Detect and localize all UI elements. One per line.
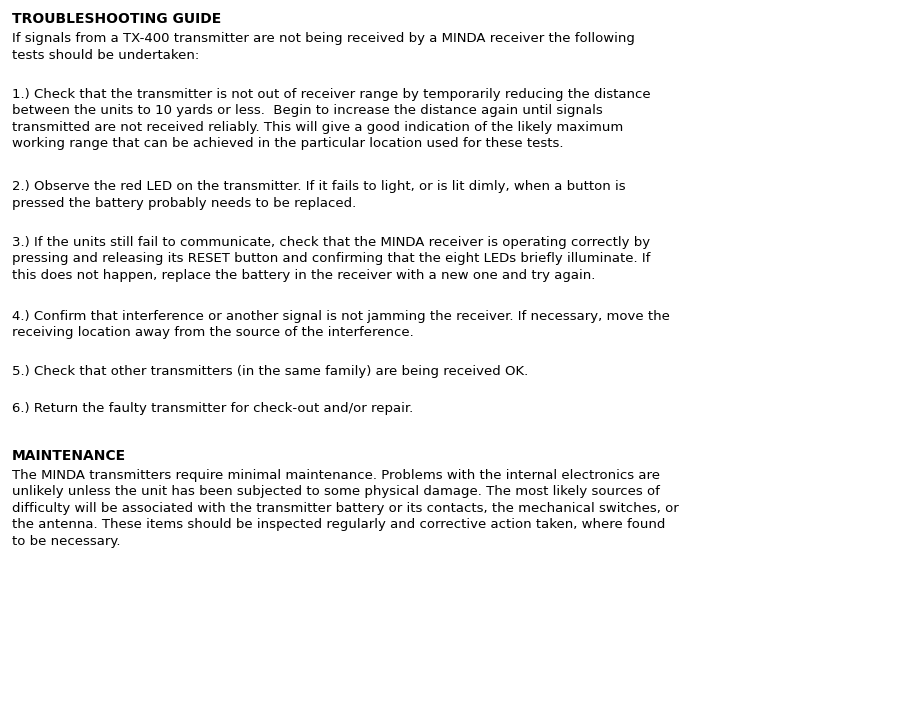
Text: MAINTENANCE: MAINTENANCE — [12, 448, 126, 463]
Text: 3.) If the units still fail to communicate, check that the MINDA receiver is ope: 3.) If the units still fail to communica… — [12, 236, 650, 282]
Text: 6.) Return the faulty transmitter for check-out and/or repair.: 6.) Return the faulty transmitter for ch… — [12, 403, 414, 415]
Text: 5.) Check that other transmitters (in the same family) are being received OK.: 5.) Check that other transmitters (in th… — [12, 365, 528, 378]
Text: If signals from a TX-400 transmitter are not being received by a MINDA receiver : If signals from a TX-400 transmitter are… — [12, 32, 635, 62]
Text: The MINDA transmitters require minimal maintenance. Problems with the internal e: The MINDA transmitters require minimal m… — [12, 469, 679, 548]
Text: 4.) Confirm that interference or another signal is not jamming the receiver. If : 4.) Confirm that interference or another… — [12, 310, 670, 340]
Text: 1.) Check that the transmitter is not out of receiver range by temporarily reduc: 1.) Check that the transmitter is not ou… — [12, 88, 650, 150]
Text: TROUBLESHOOTING GUIDE: TROUBLESHOOTING GUIDE — [12, 12, 222, 26]
Text: 2.) Observe the red LED on the transmitter. If it fails to light, or is lit diml: 2.) Observe the red LED on the transmitt… — [12, 180, 625, 209]
